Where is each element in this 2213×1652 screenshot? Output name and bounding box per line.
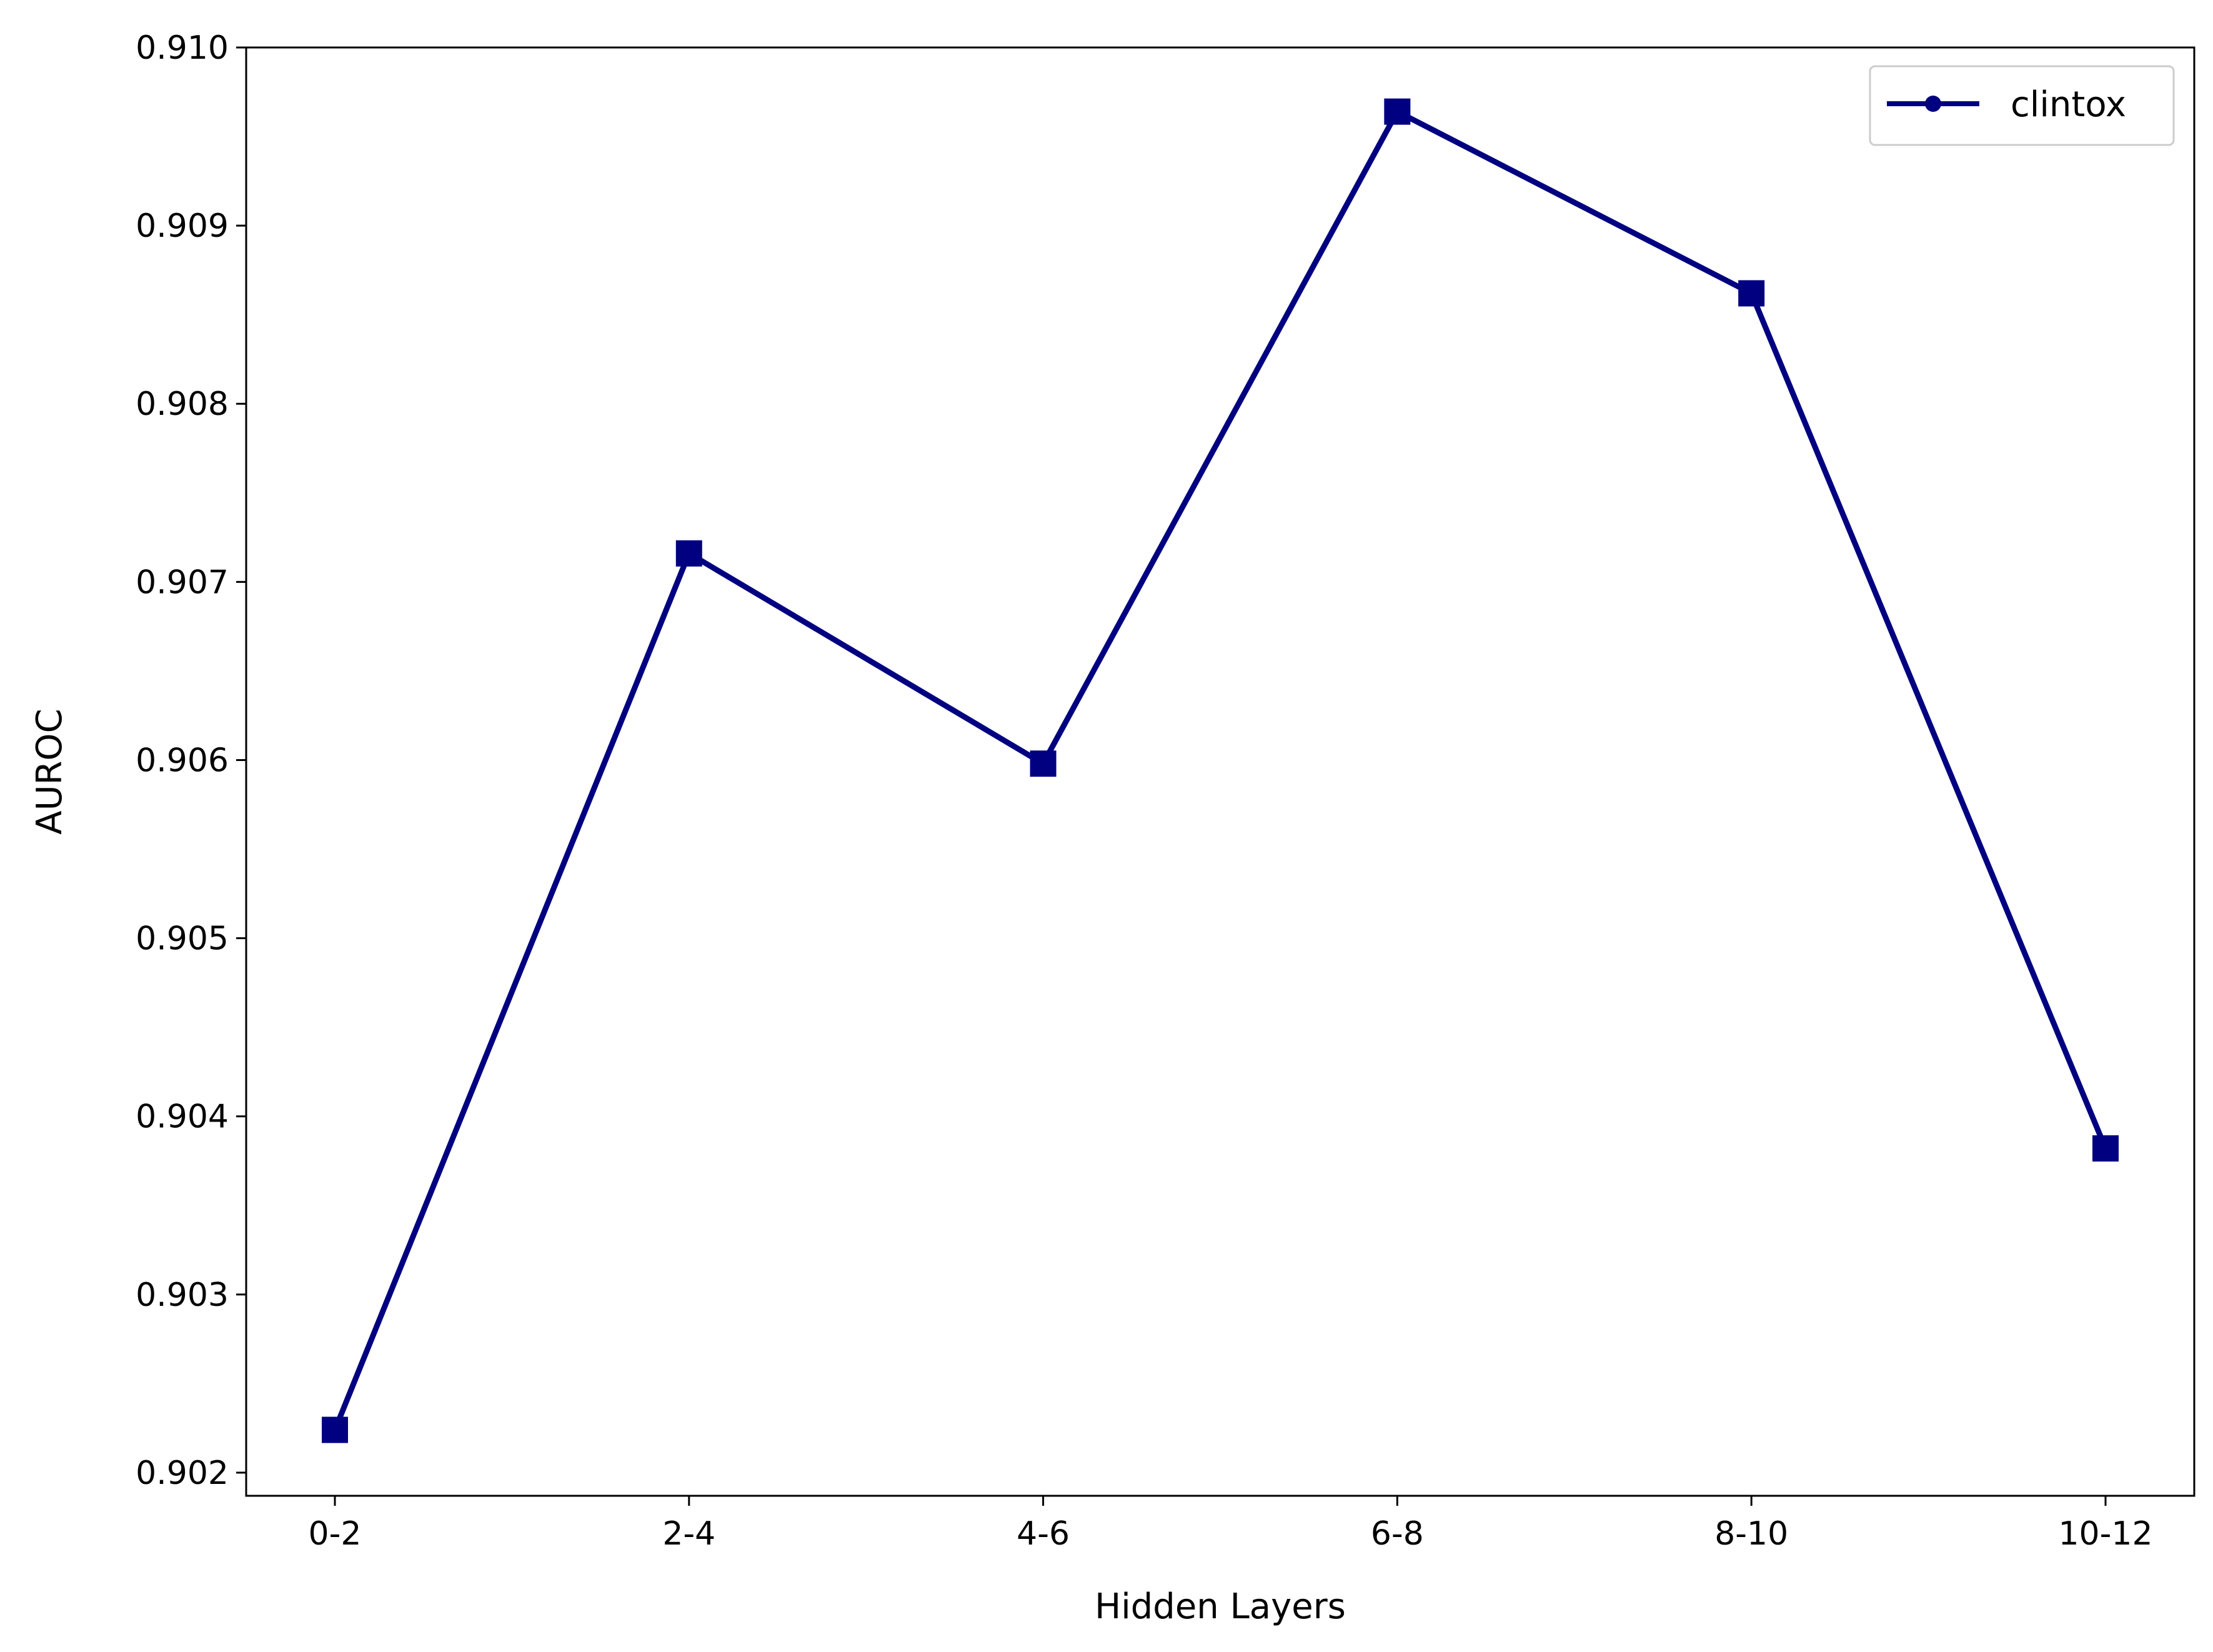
- y-tick-label: 0.904: [136, 1098, 229, 1136]
- series-line-clintox: [332, 109, 2109, 1431]
- y-tick-label: 0.909: [136, 207, 229, 245]
- legend-marker-clintox: [1925, 96, 1941, 112]
- data-point-marker: [322, 1416, 348, 1443]
- data-point-marker: [1030, 750, 1057, 777]
- legend-box: [1869, 65, 2175, 146]
- y-tick-label: 0.902: [136, 1455, 229, 1492]
- legend-label-clintox: clintox: [2011, 84, 2126, 125]
- data-point-marker: [1384, 98, 1411, 125]
- x-tick-label: 2-4: [662, 1515, 715, 1553]
- data-point-marker: [1738, 280, 1765, 307]
- x-axis: 0-2 2-4 4-6 6-8 8-10 10-12: [309, 1496, 2153, 1553]
- x-tick-label: 8-10: [1714, 1515, 1788, 1553]
- y-tick-label: 0.906: [136, 742, 229, 779]
- x-tick-label: 4-6: [1017, 1515, 1070, 1553]
- x-tick-label: 10-12: [2058, 1515, 2152, 1553]
- legend: clintox: [1869, 65, 2175, 146]
- y-tick-label: 0.905: [136, 920, 229, 958]
- y-tick-label: 0.908: [136, 386, 229, 423]
- x-tick-label: 0-2: [309, 1515, 362, 1553]
- y-axis-label: AUROC: [29, 709, 70, 834]
- y-tick-label: 0.903: [136, 1276, 229, 1314]
- series-clintox: [322, 98, 2119, 1443]
- data-point-marker: [675, 540, 702, 567]
- plot-area: [245, 46, 2196, 1497]
- x-tick-label: 6-8: [1371, 1515, 1424, 1553]
- y-tick-label: 0.907: [136, 564, 229, 601]
- data-point-marker: [2092, 1135, 2119, 1162]
- y-tick-label: 0.910: [136, 29, 229, 67]
- x-axis-label: Hidden Layers: [1095, 1586, 1346, 1627]
- y-axis: 0.902 0.903 0.904 0.905 0.906 0.907 0.908 0.909…: [136, 29, 246, 1492]
